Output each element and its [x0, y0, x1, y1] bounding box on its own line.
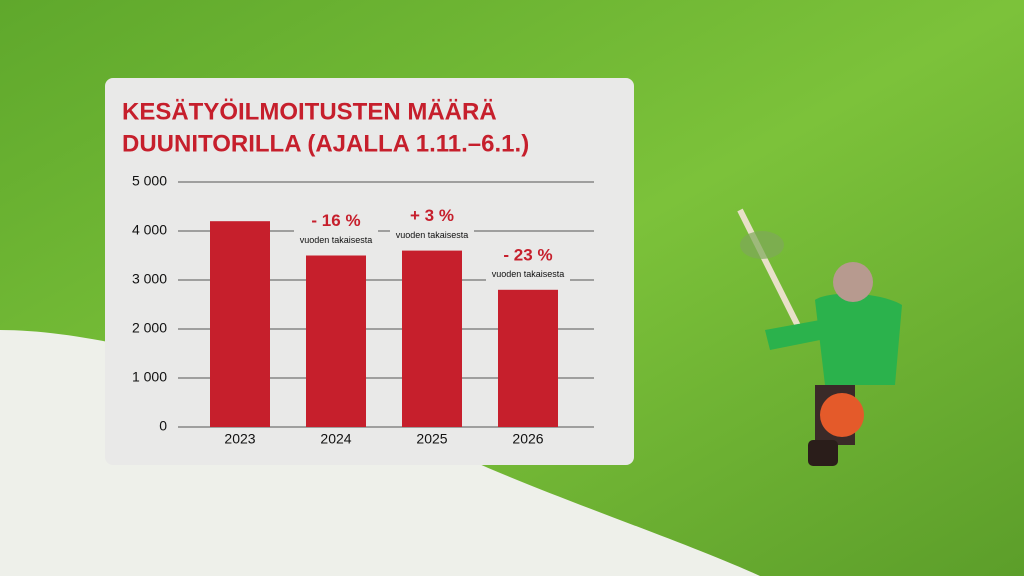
annotation-background: [294, 207, 378, 252]
worker-illustration: [737, 208, 902, 466]
annotation-note: vuoden takaisesta: [492, 269, 565, 279]
bar: [210, 221, 270, 427]
annotation-background: [486, 241, 570, 286]
y-tick-label: 1 000: [132, 369, 167, 385]
y-tick-label: 0: [159, 418, 167, 434]
annotation-note: vuoden takaisesta: [300, 235, 373, 245]
y-tick-label: 4 000: [132, 222, 167, 238]
annotation-note: vuoden takaisesta: [396, 230, 469, 240]
annotation-background: [390, 202, 474, 247]
bar: [306, 255, 366, 427]
annotation-change: - 16 %: [311, 211, 360, 230]
title-line: DUUNITORILLA (AJALLA 1.11.–6.1.): [122, 130, 529, 157]
x-tick-label: 2025: [416, 431, 447, 447]
y-tick-label: 2 000: [132, 320, 167, 336]
x-tick-label: 2024: [320, 431, 351, 447]
plot-area: 0 1 000 2 000 3 000 4 000 5 000 2023 2024 - 16 %…: [132, 173, 594, 447]
y-tick-label: 3 000: [132, 271, 167, 287]
annotation-change: - 23 %: [503, 245, 552, 264]
annotation-change: + 3 %: [410, 206, 454, 225]
y-tick-label: 5 000: [132, 173, 167, 189]
title-line: KESÄTYÖILMOITUSTEN MÄÄRÄ: [122, 98, 497, 125]
bar: [498, 289, 558, 427]
chart-title: KESÄTYÖILMOITUSTEN MÄÄRÄ DUUNITORILLA (AJ…: [122, 98, 529, 157]
bar: [402, 250, 462, 427]
x-tick-label: 2026: [512, 431, 543, 447]
x-tick-label: 2023: [224, 431, 255, 447]
